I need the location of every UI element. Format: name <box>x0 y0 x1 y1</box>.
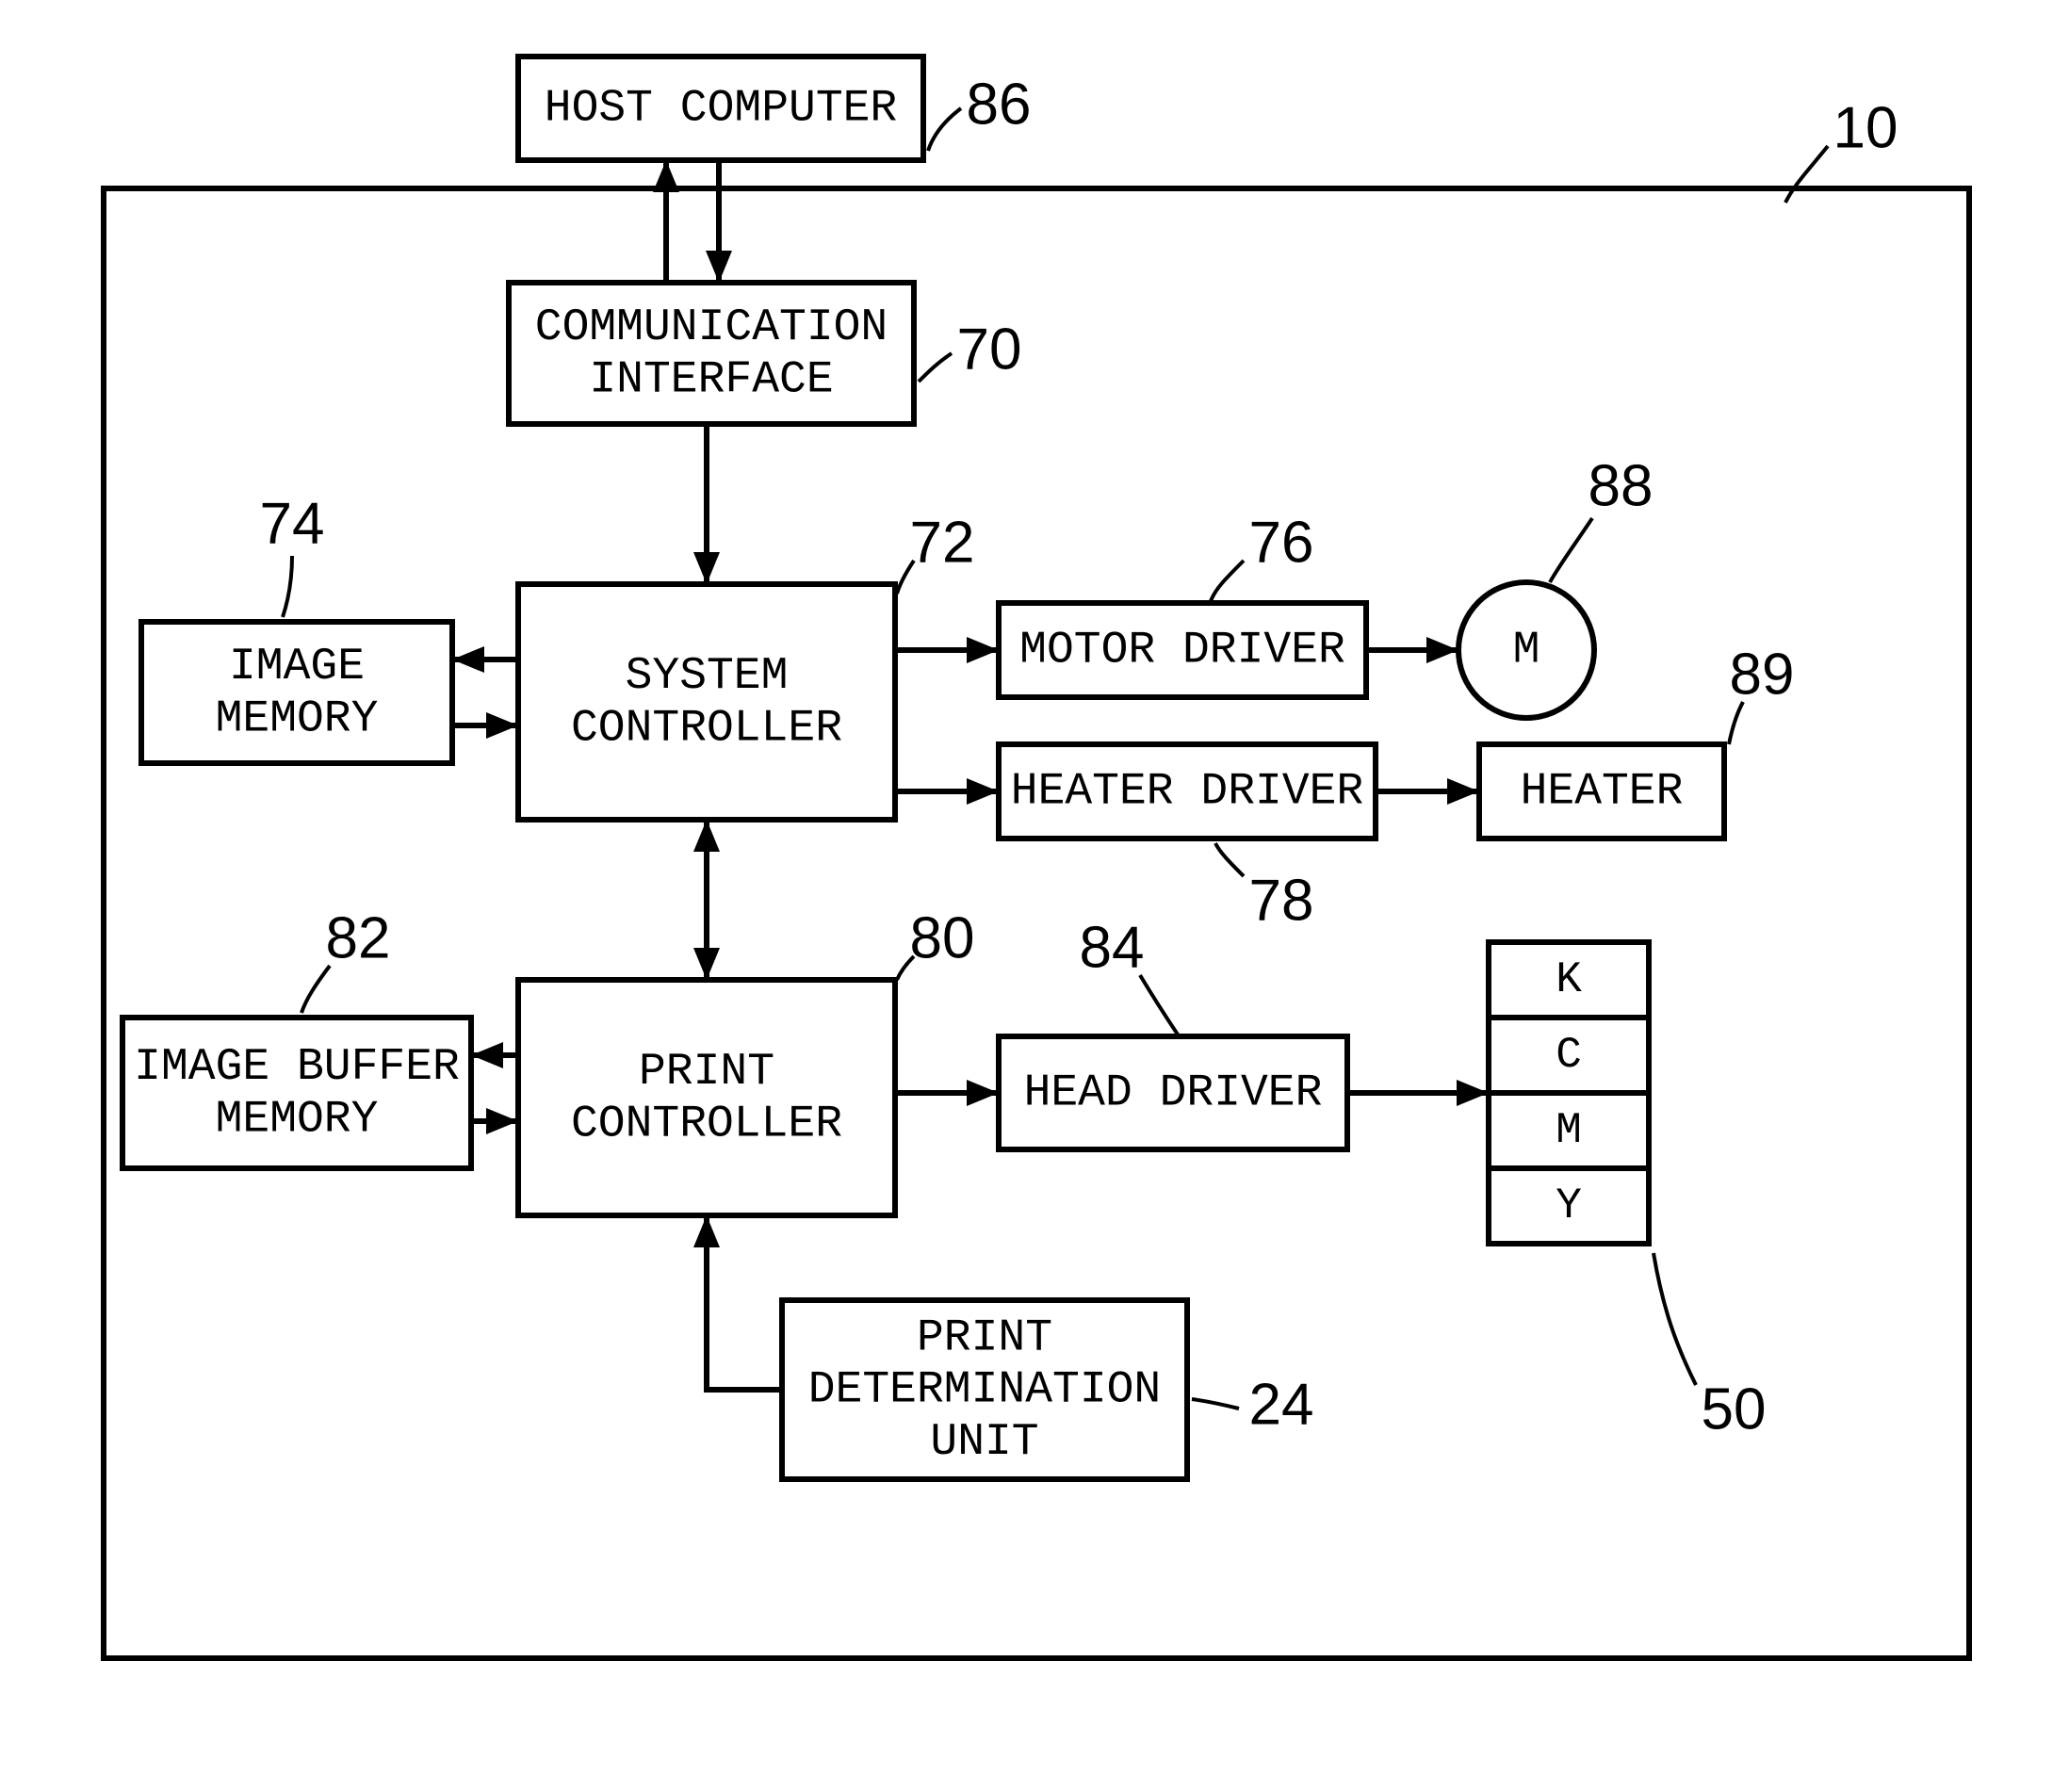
ref-number-80: 80 <box>910 905 975 970</box>
ref-leader <box>928 108 961 151</box>
ref-leader <box>1211 561 1244 601</box>
connector <box>707 1215 782 1390</box>
head-cell-m-label: M <box>1556 1106 1582 1155</box>
block-heater-label: HEATER <box>1521 767 1684 818</box>
ref-number-84: 84 <box>1080 915 1145 980</box>
head-cell-y-label: Y <box>1556 1181 1582 1230</box>
block-sysctl-label: SYSTEM <box>626 651 789 702</box>
ref-number-88: 88 <box>1588 453 1654 518</box>
block-prctl-label: PRINT <box>639 1047 774 1098</box>
ref-leader <box>283 556 292 617</box>
head-cell-c-label: C <box>1556 1031 1582 1080</box>
ref-leader <box>1215 843 1244 876</box>
ref-leader <box>1785 146 1828 203</box>
block-ibuf-label: MEMORY <box>216 1094 379 1145</box>
ref-number-50: 50 <box>1702 1377 1767 1442</box>
block-imgmem-label: IMAGE <box>229 642 365 692</box>
ref-number-86: 86 <box>967 72 1032 137</box>
ref-number-72: 72 <box>910 510 975 575</box>
ref-number-74: 74 <box>260 491 325 556</box>
ref-number-10: 10 <box>1833 95 1898 160</box>
ref-leader <box>1140 975 1178 1034</box>
ref-leader <box>301 966 330 1013</box>
block-host-label: HOST COMPUTER <box>545 84 897 135</box>
block-heaterd-label: HEATER DRIVER <box>1011 767 1363 818</box>
block-comm-label: INTERFACE <box>589 354 833 405</box>
ref-number-70: 70 <box>957 317 1022 382</box>
ref-leader <box>1550 518 1592 582</box>
head-cell-k-label: K <box>1556 955 1582 1004</box>
block-motor-label: MOTOR DRIVER <box>1019 626 1345 676</box>
block-prctl-label: CONTROLLER <box>571 1099 842 1149</box>
block-headd-label: HEAD DRIVER <box>1024 1068 1323 1119</box>
block-sysctl-label: CONTROLLER <box>571 703 842 754</box>
block-pdu-label: UNIT <box>930 1417 1038 1468</box>
motor-symbol-label: M <box>1513 626 1540 676</box>
ref-leader <box>919 353 952 382</box>
block-comm-label: COMMUNICATION <box>535 302 888 353</box>
block-pdu-label: DETERMINATION <box>808 1365 1161 1416</box>
ref-number-82: 82 <box>326 905 391 970</box>
block-pdu-label: PRINT <box>917 1312 1052 1363</box>
ref-number-78: 78 <box>1249 868 1314 933</box>
ref-number-89: 89 <box>1730 642 1795 707</box>
block-diagram: HOST COMPUTER COMMUNICATIONINTERFACE IMAGE… <box>0 0 2069 1792</box>
ref-number-24: 24 <box>1249 1372 1314 1437</box>
ref-leader <box>1654 1253 1696 1385</box>
ref-number-76: 76 <box>1249 510 1314 575</box>
ref-leader <box>1192 1399 1239 1409</box>
ref-leader <box>1729 702 1743 744</box>
block-ibuf-label: IMAGE BUFFER <box>134 1042 460 1093</box>
block-imgmem-label: MEMORY <box>216 693 379 744</box>
